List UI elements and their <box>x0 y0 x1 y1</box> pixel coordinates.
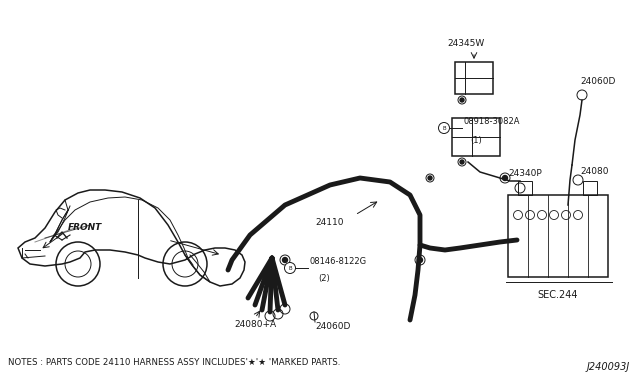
Circle shape <box>502 176 508 180</box>
Bar <box>518 181 532 195</box>
Text: 08146-8122G: 08146-8122G <box>310 257 367 266</box>
Text: NOTES : PARTS CODE 24110 HARNESS ASSY INCLUDES'★'★ 'MARKED PARTS.: NOTES : PARTS CODE 24110 HARNESS ASSY IN… <box>8 358 340 367</box>
Circle shape <box>428 176 432 180</box>
Text: 24345W: 24345W <box>447 39 484 48</box>
Circle shape <box>438 122 449 134</box>
Text: 24060D: 24060D <box>580 77 616 87</box>
Bar <box>508 195 608 277</box>
Bar <box>455 62 493 94</box>
Circle shape <box>460 98 464 102</box>
Bar <box>583 181 597 195</box>
Text: 24060D: 24060D <box>315 322 350 331</box>
Text: 24080+A: 24080+A <box>234 320 276 329</box>
Text: B: B <box>288 266 292 270</box>
Text: 24340P: 24340P <box>508 170 541 179</box>
Circle shape <box>417 257 422 263</box>
Text: 24080: 24080 <box>580 167 609 176</box>
Text: (1): (1) <box>470 136 482 145</box>
Circle shape <box>285 263 296 273</box>
Text: (2): (2) <box>318 274 330 283</box>
Text: SEC.244: SEC.244 <box>538 290 579 300</box>
Bar <box>452 118 500 156</box>
Circle shape <box>282 257 287 263</box>
Text: 08918-3082A: 08918-3082A <box>464 117 520 126</box>
Text: J240093J: J240093J <box>587 362 630 372</box>
Text: FRONT: FRONT <box>68 224 102 232</box>
Text: B: B <box>442 125 446 131</box>
Circle shape <box>460 160 464 164</box>
Text: 24110: 24110 <box>316 218 344 227</box>
